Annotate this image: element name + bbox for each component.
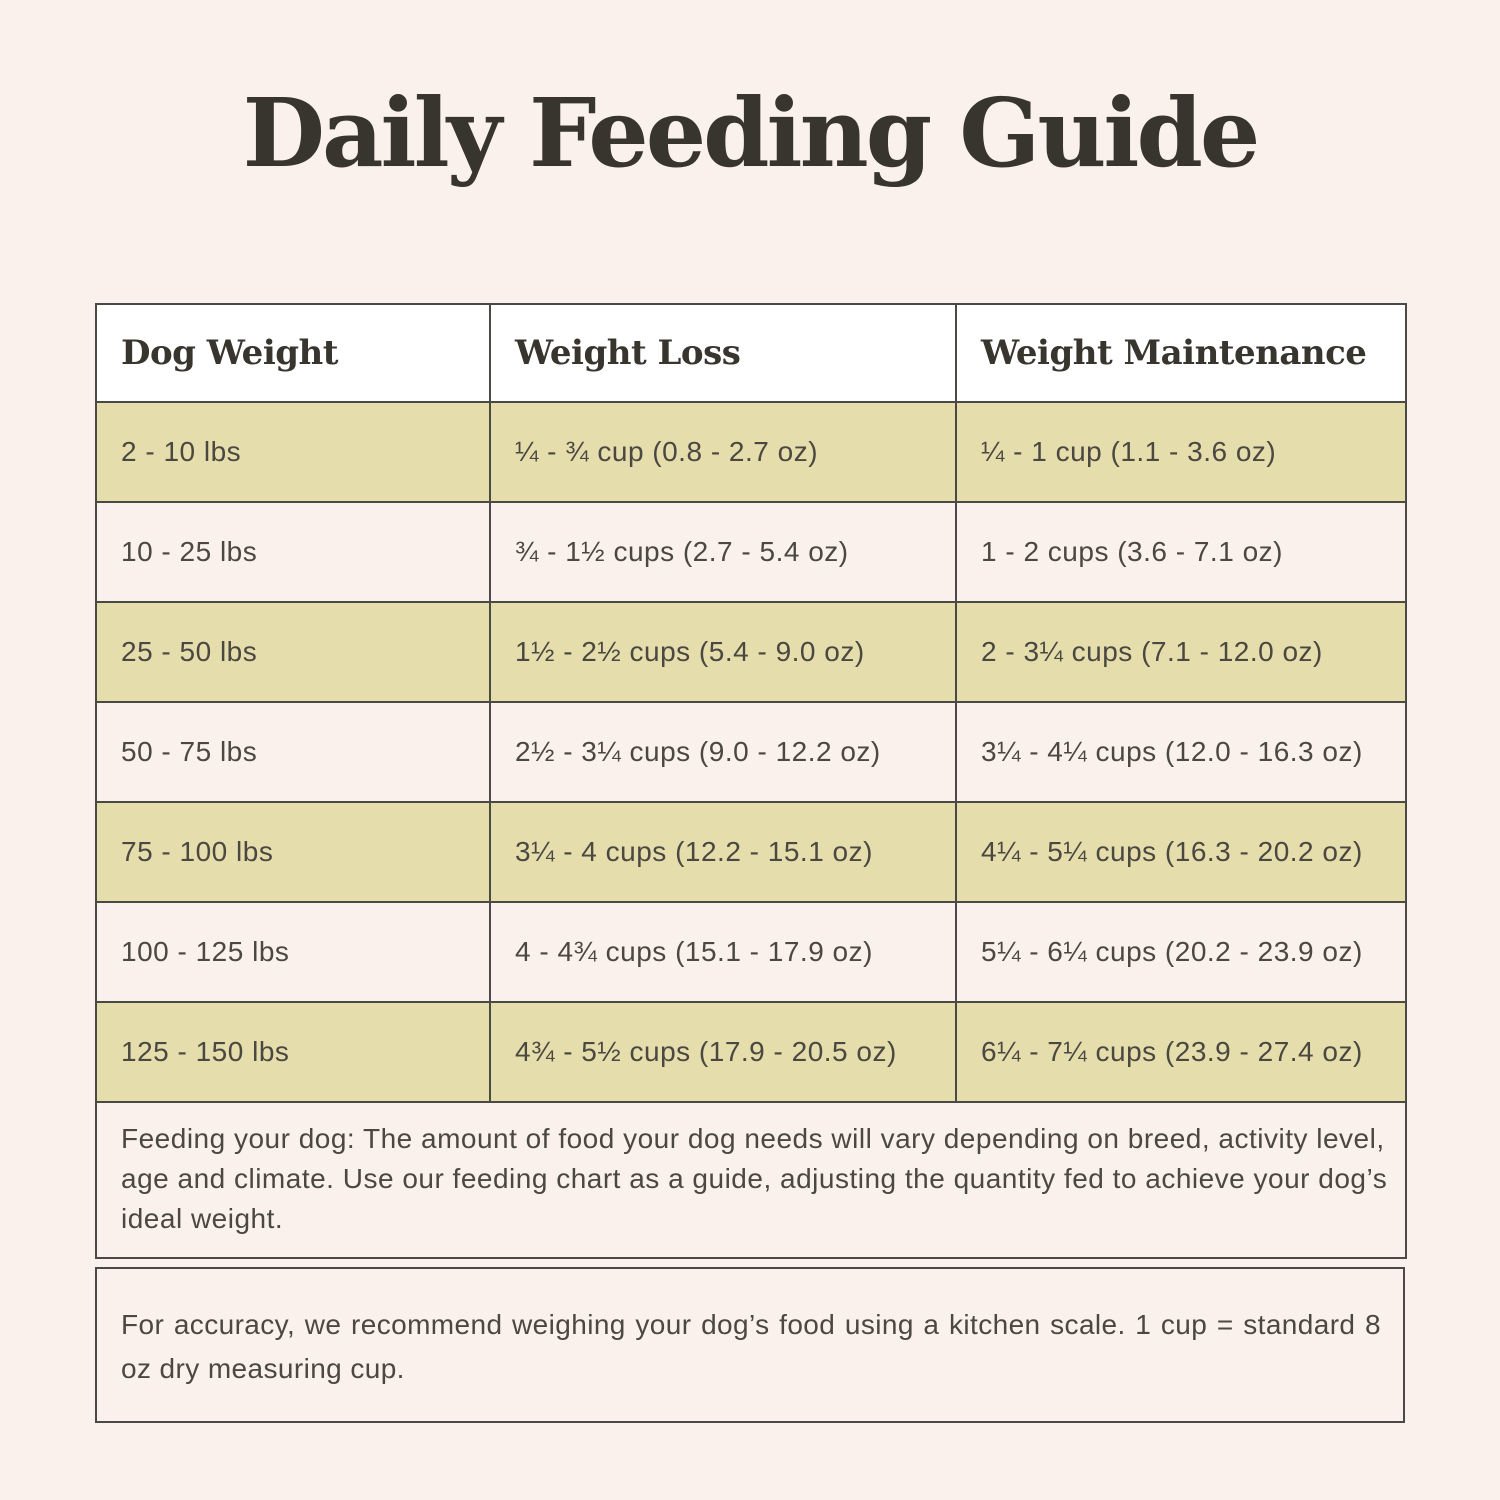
table-row: 10 - 25 lbs ¾ - 1½ cups (2.7 - 5.4 oz) 1… — [95, 501, 1407, 603]
table-row: 50 - 75 lbs 2½ - 3¼ cups (9.0 - 12.2 oz)… — [95, 701, 1407, 803]
cell-weight-loss: 2½ - 3¼ cups (9.0 - 12.2 oz) — [489, 701, 957, 803]
cell-dog-weight: 75 - 100 lbs — [95, 801, 491, 903]
table-row: 100 - 125 lbs 4 - 4¾ cups (15.1 - 17.9 o… — [95, 901, 1407, 1003]
cell-weight-loss: ¼ - ¾ cup (0.8 - 2.7 oz) — [489, 401, 957, 503]
cell-weight-loss: 3¼ - 4 cups (12.2 - 15.1 oz) — [489, 801, 957, 903]
table-row: 125 - 150 lbs 4¾ - 5½ cups (17.9 - 20.5 … — [95, 1001, 1407, 1103]
cell-weight-maintenance: 2 - 3¼ cups (7.1 - 12.0 oz) — [955, 601, 1407, 703]
accuracy-note-text: For accuracy, we recommend weighing your… — [121, 1309, 1381, 1384]
table-header-row: Dog Weight Weight Loss Weight Maintenanc… — [95, 303, 1407, 403]
feeding-guide: Dog Weight Weight Loss Weight Maintenanc… — [95, 303, 1407, 1423]
page-title: Daily Feeding Guide — [242, 78, 1261, 189]
cell-dog-weight: 125 - 150 lbs — [95, 1001, 491, 1103]
cell-dog-weight: 10 - 25 lbs — [95, 501, 491, 603]
cell-weight-maintenance: 3¼ - 4¼ cups (12.0 - 16.3 oz) — [955, 701, 1407, 803]
feeding-note-text: Feeding your dog: The amount of food you… — [95, 1101, 1407, 1259]
cell-weight-loss: 4 - 4¾ cups (15.1 - 17.9 oz) — [489, 901, 957, 1003]
column-header-dog-weight: Dog Weight — [95, 303, 491, 403]
cell-weight-maintenance: 1 - 2 cups (3.6 - 7.1 oz) — [955, 501, 1407, 603]
cell-weight-loss: 4¾ - 5½ cups (17.9 - 20.5 oz) — [489, 1001, 957, 1103]
cell-weight-maintenance: ¼ - 1 cup (1.1 - 3.6 oz) — [955, 401, 1407, 503]
accuracy-note-box: For accuracy, we recommend weighing your… — [95, 1267, 1405, 1423]
feeding-table: Dog Weight Weight Loss Weight Maintenanc… — [95, 303, 1407, 1259]
feeding-note-row: Feeding your dog: The amount of food you… — [95, 1101, 1407, 1259]
table-row: 2 - 10 lbs ¼ - ¾ cup (0.8 - 2.7 oz) ¼ - … — [95, 401, 1407, 503]
cell-weight-loss: 1½ - 2½ cups (5.4 - 9.0 oz) — [489, 601, 957, 703]
cell-dog-weight: 100 - 125 lbs — [95, 901, 491, 1003]
cell-weight-maintenance: 6¼ - 7¼ cups (23.9 - 27.4 oz) — [955, 1001, 1407, 1103]
column-header-weight-loss: Weight Loss — [489, 303, 957, 403]
column-header-weight-maintenance: Weight Maintenance — [955, 303, 1407, 403]
cell-weight-maintenance: 4¼ - 5¼ cups (16.3 - 20.2 oz) — [955, 801, 1407, 903]
table-row: 75 - 100 lbs 3¼ - 4 cups (12.2 - 15.1 oz… — [95, 801, 1407, 903]
cell-weight-loss: ¾ - 1½ cups (2.7 - 5.4 oz) — [489, 501, 957, 603]
cell-dog-weight: 25 - 50 lbs — [95, 601, 491, 703]
cell-dog-weight: 50 - 75 lbs — [95, 701, 491, 803]
table-row: 25 - 50 lbs 1½ - 2½ cups (5.4 - 9.0 oz) … — [95, 601, 1407, 703]
cell-weight-maintenance: 5¼ - 6¼ cups (20.2 - 23.9 oz) — [955, 901, 1407, 1003]
cell-dog-weight: 2 - 10 lbs — [95, 401, 491, 503]
